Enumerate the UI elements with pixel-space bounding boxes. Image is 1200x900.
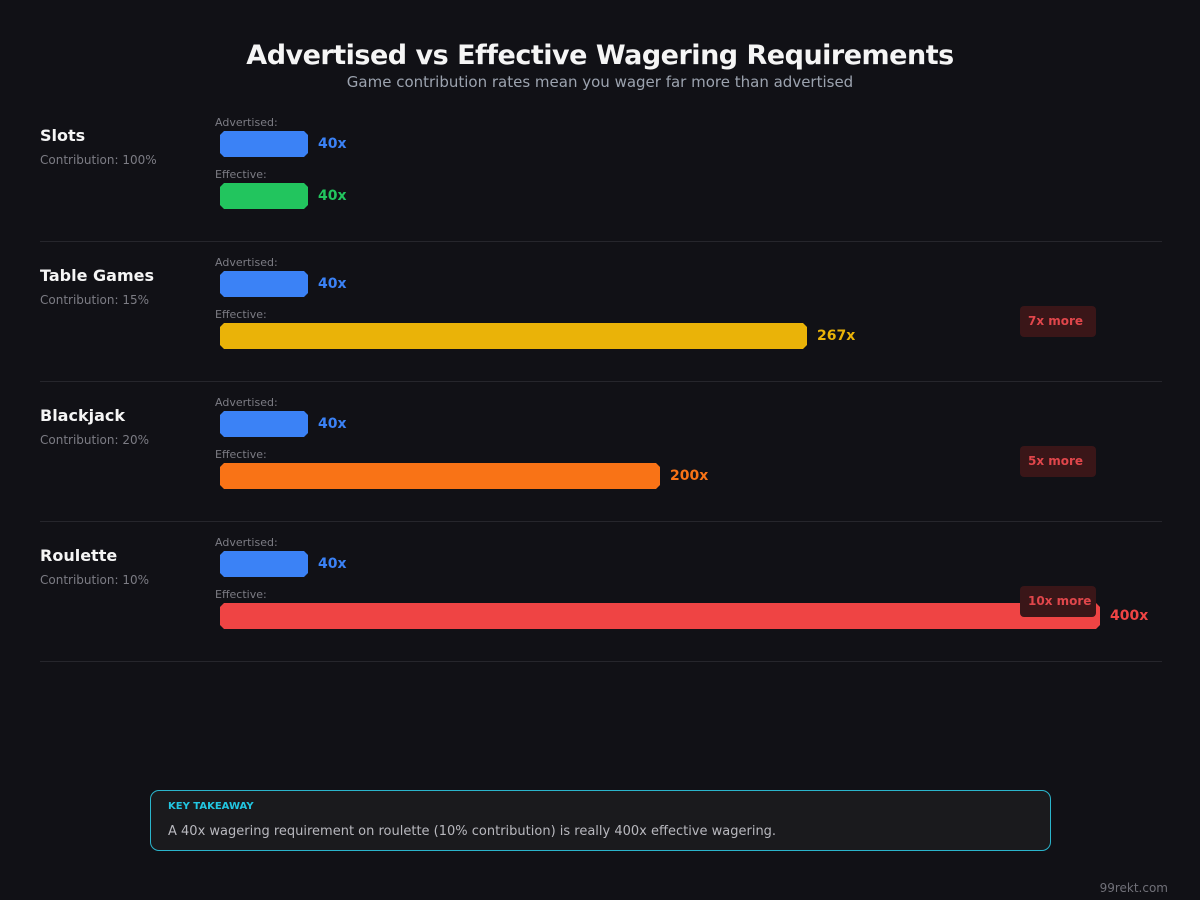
advertised-value: 40x bbox=[318, 136, 347, 152]
effective-label: Effective: bbox=[215, 168, 267, 181]
effective-bar bbox=[220, 183, 308, 209]
game-contribution: Contribution: 10% bbox=[40, 573, 150, 587]
advertised-label: Advertised: bbox=[215, 396, 278, 409]
row-slots: Slots Contribution: 100% Advertised: 40x… bbox=[40, 102, 1162, 242]
advertised-label: Advertised: bbox=[215, 256, 278, 269]
effective-label: Effective: bbox=[215, 308, 267, 321]
multiplier-badge: 7x more bbox=[1020, 306, 1096, 337]
effective-value: 40x bbox=[318, 188, 347, 204]
effective-value: 200x bbox=[670, 468, 709, 484]
advertised-bar bbox=[220, 271, 308, 297]
takeaway-title: KEY TAKEAWAY bbox=[168, 801, 254, 812]
multiplier-badge: 5x more bbox=[1020, 446, 1096, 477]
advertised-bar bbox=[220, 411, 308, 437]
game-contribution: Contribution: 15% bbox=[40, 293, 150, 307]
effective-value: 267x bbox=[817, 328, 856, 344]
advertised-bar bbox=[220, 551, 308, 577]
effective-value: 400x bbox=[1110, 608, 1149, 624]
game-contribution: Contribution: 100% bbox=[40, 153, 157, 167]
game-name: Blackjack bbox=[40, 406, 126, 425]
multiplier-badge: 10x more bbox=[1020, 586, 1096, 617]
takeaway-text: A 40x wagering requirement on roulette (… bbox=[168, 824, 777, 839]
advertised-label: Advertised: bbox=[215, 536, 278, 549]
chart-title: Advertised vs Effective Wagering Require… bbox=[246, 40, 954, 71]
effective-bar bbox=[220, 463, 660, 489]
effective-label: Effective: bbox=[215, 588, 267, 601]
effective-bar bbox=[220, 603, 1100, 629]
effective-bar bbox=[220, 323, 807, 349]
row-roulette: Roulette Contribution: 10% Advertised: 4… bbox=[40, 522, 1162, 662]
effective-label: Effective: bbox=[215, 448, 267, 461]
key-takeaway-box: KEY TAKEAWAY A 40x wagering requirement … bbox=[150, 790, 1051, 851]
game-name: Roulette bbox=[40, 546, 118, 565]
advertised-value: 40x bbox=[318, 276, 347, 292]
advertised-bar bbox=[220, 131, 308, 157]
row-table-games: Table Games Contribution: 15% Advertised… bbox=[40, 242, 1162, 382]
chart-subtitle: Game contribution rates mean you wager f… bbox=[346, 73, 854, 91]
advertised-value: 40x bbox=[318, 416, 347, 432]
game-name: Table Games bbox=[40, 266, 154, 285]
game-contribution: Contribution: 20% bbox=[40, 433, 150, 447]
footer-brand: 99rekt.com bbox=[1099, 881, 1168, 895]
row-blackjack: Blackjack Contribution: 20% Advertised: … bbox=[40, 382, 1162, 522]
advertised-value: 40x bbox=[318, 556, 347, 572]
advertised-label: Advertised: bbox=[215, 116, 278, 129]
game-name: Slots bbox=[40, 126, 86, 145]
